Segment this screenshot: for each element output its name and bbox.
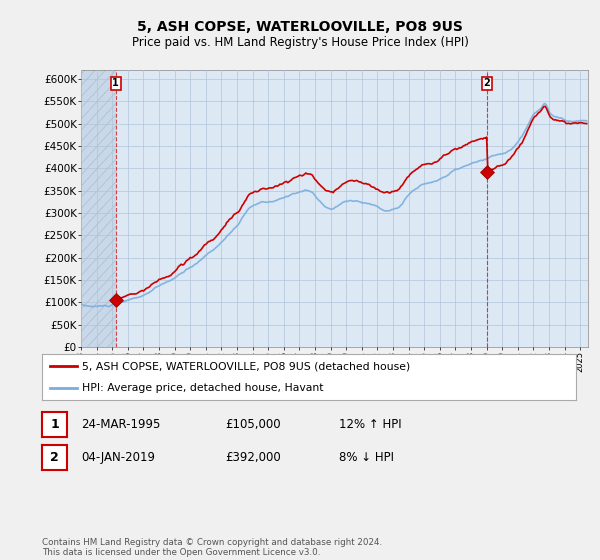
Text: 04-JAN-2019: 04-JAN-2019 [81,451,155,464]
Text: £392,000: £392,000 [225,451,281,464]
Text: 1: 1 [112,78,119,88]
Text: 1: 1 [50,418,59,431]
Text: Contains HM Land Registry data © Crown copyright and database right 2024.
This d: Contains HM Land Registry data © Crown c… [42,538,382,557]
Text: 5, ASH COPSE, WATERLOOVILLE, PO8 9US: 5, ASH COPSE, WATERLOOVILLE, PO8 9US [137,20,463,34]
Text: 5, ASH COPSE, WATERLOOVILLE, PO8 9US (detached house): 5, ASH COPSE, WATERLOOVILLE, PO8 9US (de… [82,361,410,371]
Text: 2: 2 [50,451,59,464]
Text: 24-MAR-1995: 24-MAR-1995 [81,418,160,431]
Text: 8% ↓ HPI: 8% ↓ HPI [339,451,394,464]
Text: HPI: Average price, detached house, Havant: HPI: Average price, detached house, Hava… [82,383,323,393]
Text: Price paid vs. HM Land Registry's House Price Index (HPI): Price paid vs. HM Land Registry's House … [131,36,469,49]
Text: 2: 2 [484,78,490,88]
Text: £105,000: £105,000 [225,418,281,431]
Polygon shape [81,70,116,347]
Text: 12% ↑ HPI: 12% ↑ HPI [339,418,401,431]
